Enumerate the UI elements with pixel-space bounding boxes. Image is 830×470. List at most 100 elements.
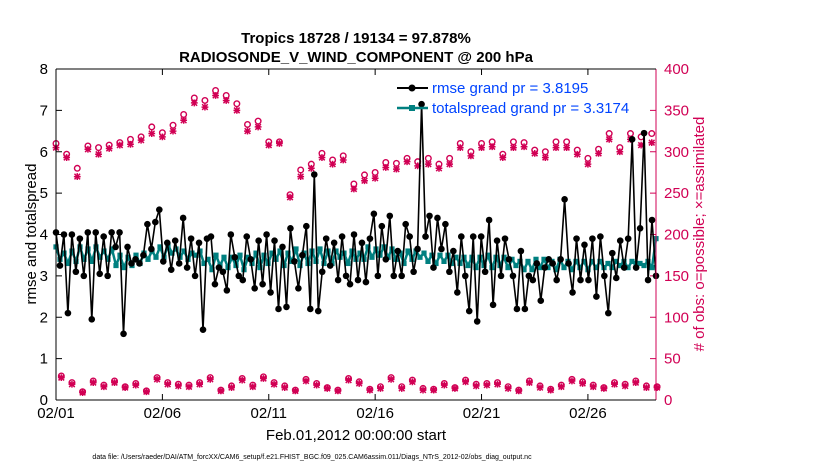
obs-assimilated-marker: [334, 387, 342, 395]
rmse-point: [374, 272, 382, 280]
obs-assimilated-marker: [297, 173, 305, 180]
obs-assimilated-marker: [547, 386, 555, 394]
totalspread-point: [417, 254, 423, 260]
rmse-point: [569, 289, 576, 296]
obs-assimilated-marker: [323, 385, 331, 392]
rmse-point: [231, 253, 239, 261]
obs-assimilated-marker: [557, 383, 565, 391]
x-tick-label: 02/16: [356, 405, 394, 422]
x-tick-label: 02/06: [144, 405, 182, 422]
rmse-point: [299, 251, 306, 259]
obs-assimilated-marker: [424, 160, 432, 168]
totalspread-point: [465, 262, 471, 269]
obs-assimilated-marker: [190, 99, 198, 107]
obs-assimilated-marker: [201, 103, 209, 111]
totalspread-point: [401, 260, 407, 267]
rmse-point: [84, 229, 92, 236]
rmse-point: [450, 247, 457, 255]
totalspread-point: [61, 250, 67, 256]
obs-assimilated-marker: [339, 156, 347, 164]
obs-assimilated-marker: [228, 384, 235, 391]
obs-assimilated-marker: [467, 152, 475, 160]
rmse-point: [219, 268, 227, 276]
rmse-point: [330, 239, 338, 247]
rmse-point: [605, 309, 612, 317]
x-tick-label: 02/21: [463, 405, 501, 422]
obs-assimilated-marker: [414, 162, 422, 170]
totalspread-point: [109, 246, 115, 252]
rmse-point: [291, 258, 298, 265]
totalspread-point: [405, 248, 411, 254]
obs-assimilated-marker: [520, 143, 528, 151]
obs-assimilated-marker: [345, 376, 352, 384]
rmse-point: [354, 276, 362, 284]
rmse-point: [112, 243, 119, 251]
totalspread-point: [501, 254, 507, 260]
obs-assimilated-marker: [632, 379, 640, 387]
obs-assimilated-marker: [355, 380, 363, 387]
totalspread-point: [597, 258, 603, 264]
totalspread-point: [613, 258, 619, 264]
rmse-point: [430, 264, 437, 271]
totalspread-point: [245, 254, 251, 260]
obs-assimilated-marker: [68, 380, 76, 388]
obs-assimilated-marker: [536, 384, 544, 391]
obs-assimilated-marker: [398, 385, 406, 392]
rmse-point: [501, 235, 509, 242]
obs-assimilated-marker: [499, 154, 507, 161]
obs-possible-marker: [148, 123, 156, 131]
totalspread-point: [637, 260, 643, 267]
obs-assimilated-marker: [84, 145, 92, 153]
rmse-point: [215, 264, 223, 271]
rmse-point: [275, 305, 282, 313]
obs-assimilated-marker: [568, 377, 576, 385]
rmse-point: [187, 235, 195, 242]
right-y-tick-label: 350: [664, 102, 689, 119]
totalspread-point: [133, 252, 139, 258]
obs-assimilated-marker: [579, 380, 586, 387]
right-y-tick-label: 400: [664, 61, 689, 78]
totalspread-point: [485, 252, 491, 258]
totalspread-point: [421, 250, 427, 256]
obs-assimilated-marker: [515, 387, 523, 395]
totalspread-point: [529, 267, 535, 273]
rmse-point: [485, 216, 493, 224]
rmse-point: [382, 256, 390, 263]
rmse-point: [489, 301, 497, 309]
rmse-point: [92, 229, 100, 236]
rmse-point: [104, 272, 111, 280]
obs-assimilated-marker: [637, 141, 645, 149]
obs-assimilated-marker: [408, 378, 416, 386]
totalspread-point: [237, 252, 243, 258]
totalspread-point: [513, 262, 519, 269]
totalspread-point: [213, 252, 219, 258]
obs-assimilated-marker: [249, 383, 257, 391]
obs-assimilated-marker: [111, 379, 118, 387]
rmse-point: [318, 268, 326, 276]
totalspread-point: [553, 267, 559, 273]
rmse-series: [52, 100, 660, 338]
totalspread-point: [625, 265, 631, 271]
obs-assimilated-marker: [643, 384, 650, 391]
rmse-point: [310, 171, 318, 178]
totalspread-point: [65, 260, 71, 267]
rmse-point: [322, 235, 330, 242]
rmse-point: [175, 260, 183, 267]
rmse-point: [191, 272, 199, 280]
obs-assimilated-marker: [504, 385, 512, 392]
rmse-point: [128, 260, 135, 267]
totalspread-point: [145, 256, 151, 262]
rmse-point: [517, 247, 525, 255]
rmse-point: [80, 272, 88, 280]
obs-assimilated-marker: [206, 375, 214, 383]
rmse-point: [616, 237, 624, 245]
rmse-point: [529, 276, 537, 284]
totalspread-point: [89, 258, 95, 264]
totalspread-point: [605, 260, 611, 267]
obs-assimilated-marker: [451, 385, 459, 392]
totalspread-point: [641, 262, 647, 269]
rmse-point: [183, 264, 191, 271]
rmse-point: [167, 266, 175, 273]
obs-assimilated-marker: [174, 382, 182, 390]
obs-assimilated-marker: [456, 144, 464, 152]
